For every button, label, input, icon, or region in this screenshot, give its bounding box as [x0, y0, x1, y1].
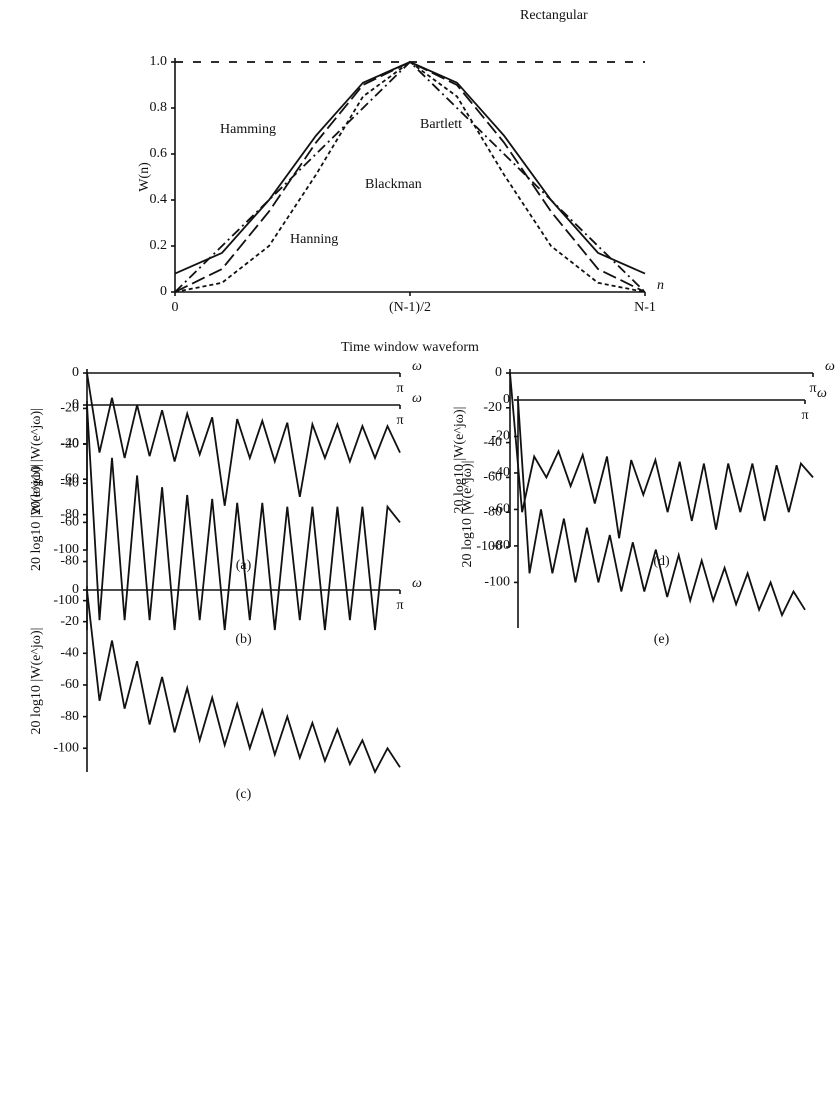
series-label: Blackman: [365, 177, 422, 192]
line: [174, 61, 646, 275]
y-tick-label: -100: [484, 575, 510, 590]
y-tick-label: -100: [476, 539, 502, 554]
y-axis-label: W(n): [137, 162, 152, 192]
y-tick-label: -80: [60, 554, 79, 569]
x-tick-label: π: [396, 381, 403, 396]
chart-title: (e): [654, 632, 670, 647]
y-tick-label: -20: [60, 614, 79, 629]
x-tick-label: (N-1)/2: [389, 300, 431, 315]
y-tick-label: -100: [53, 593, 79, 608]
x-axis-label: ω: [412, 359, 422, 374]
y-tick-label: -40: [491, 465, 510, 480]
x-tick-label: N-1: [634, 300, 656, 315]
y-axis-label: 20 log10 |W(e^jω)|: [29, 464, 44, 571]
line: [517, 399, 806, 618]
y-tick-label: 0.4: [150, 192, 168, 207]
x-tick-label: π: [801, 408, 808, 423]
y-tick-label: -60: [60, 471, 79, 486]
y-tick-label: -80: [60, 709, 79, 724]
series-label: Hanning: [290, 232, 338, 247]
y-tick-label: -100: [53, 542, 79, 557]
x-tick-label: 0: [172, 300, 179, 315]
y-tick-label: 0.8: [150, 100, 168, 115]
x-axis-label: ω: [412, 576, 422, 591]
line: [509, 372, 814, 539]
y-tick-label: 0: [160, 284, 167, 299]
x-tick-label: π: [396, 598, 403, 613]
y-tick-label: -80: [483, 504, 502, 519]
y-tick-label: -20: [60, 401, 79, 416]
y-axis-label: 20 log10 |W(e^jω)|: [460, 461, 475, 568]
x-axis-label: n: [657, 278, 664, 293]
y-tick-label: -100: [53, 740, 79, 755]
x-axis-label: ω: [817, 386, 827, 401]
line: [174, 60, 646, 293]
y-axis-label: 20 log10 |W(e^jω)|: [452, 407, 467, 514]
y-tick-label: -40: [60, 646, 79, 661]
chart-title: (b): [235, 632, 252, 647]
y-axis-label: 20 log10 |W(e^jω)|: [29, 628, 44, 735]
x-axis-label: ω: [412, 391, 422, 406]
y-tick-label: 1.0: [150, 54, 168, 69]
y-tick-label: -60: [60, 515, 79, 530]
y-tick-label: 0.2: [150, 238, 168, 253]
y-tick-label: 0: [503, 392, 510, 407]
y-axis-label: 20 log10 |W(e^jω)|: [29, 408, 44, 515]
y-tick-label: -40: [60, 436, 79, 451]
y-tick-label: -80: [60, 507, 79, 522]
y-tick-label: 0: [495, 365, 502, 380]
y-tick-label: 0: [72, 397, 79, 412]
y-tick-label: -80: [491, 538, 510, 553]
chart-title: Time window waveform: [341, 340, 479, 355]
line: [86, 372, 401, 506]
x-tick-label: π: [809, 381, 816, 396]
series-label: Bartlett: [420, 117, 462, 132]
chart-title: (d): [653, 554, 670, 569]
y-tick-label: 0.6: [150, 146, 168, 161]
line: [86, 404, 401, 631]
y-tick-label: 0: [72, 582, 79, 597]
y-tick-label: -20: [483, 400, 502, 415]
y-tick-label: 0: [72, 365, 79, 380]
chart-title: (c): [236, 787, 252, 802]
y-tick-label: -60: [483, 470, 502, 485]
x-tick-label: π: [396, 413, 403, 428]
y-tick-label: -20: [60, 436, 79, 451]
line: [86, 589, 401, 775]
y-tick-label: -40: [60, 475, 79, 490]
x-axis-label: ω: [825, 359, 835, 374]
y-tick-label: -40: [483, 435, 502, 450]
line: [174, 60, 646, 293]
series-label: Hamming: [220, 122, 276, 137]
series-label: Rectangular: [520, 8, 588, 23]
y-tick-label: -20: [491, 429, 510, 444]
y-tick-label: -60: [60, 677, 79, 692]
y-tick-label: -60: [491, 502, 510, 517]
